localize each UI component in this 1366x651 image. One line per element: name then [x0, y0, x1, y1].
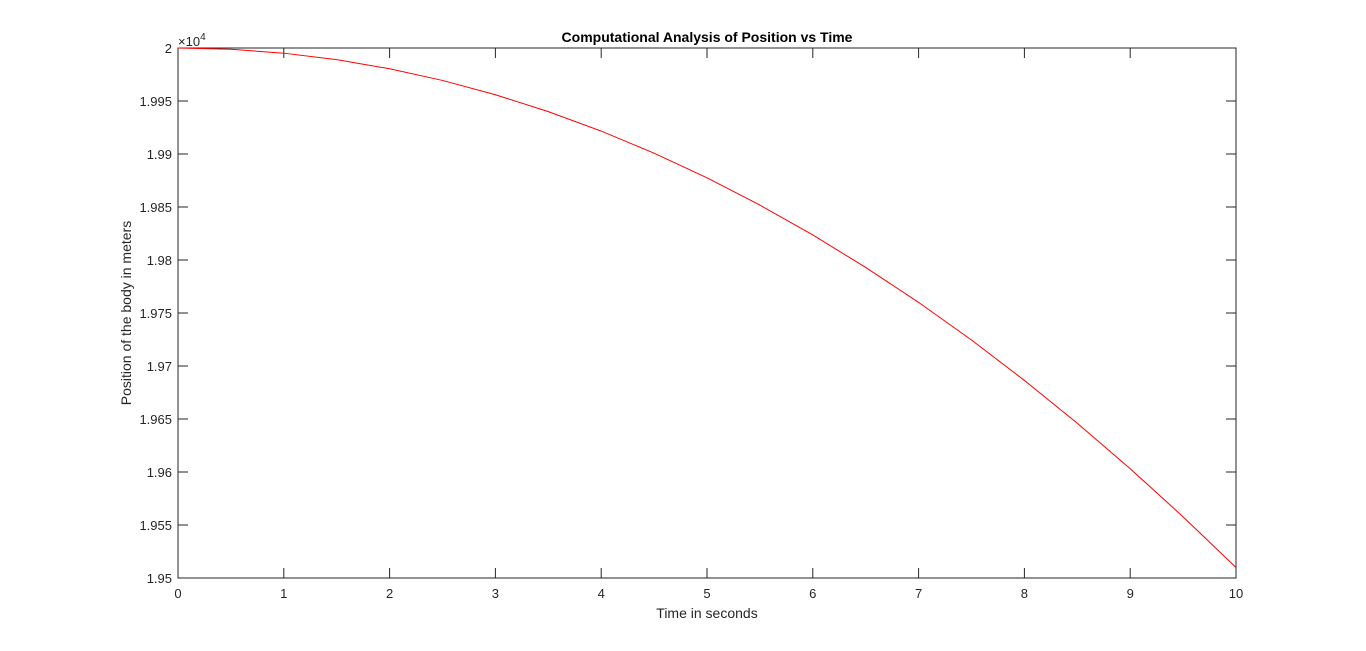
y-axis-exponent-power: 4 — [200, 32, 206, 43]
y-tick-label: 1.955 — [139, 518, 172, 533]
x-axis-ticks: 0 1 2 3 4 5 6 7 8 9 10 — [174, 48, 1243, 601]
y-tick-label: 1.99 — [147, 147, 172, 162]
x-axis-label: Time in seconds — [656, 605, 757, 621]
y-tick-label: 2 — [165, 41, 172, 56]
x-tick-label: 1 — [280, 586, 287, 601]
x-tick-label: 9 — [1127, 586, 1134, 601]
axes-box — [177, 47, 1237, 579]
y-axis-exponent-base: ×10 — [178, 34, 200, 49]
y-tick-label: 1.975 — [139, 306, 172, 321]
x-tick-label: 0 — [174, 586, 181, 601]
x-tick-label: 7 — [915, 586, 922, 601]
x-tick-label: 4 — [598, 586, 605, 601]
y-axis-ticks: 1.95 1.955 1.96 1.965 1.97 1.975 1.98 1.985 1.99… — [139, 41, 1236, 586]
y-tick-label: 1.95 — [147, 571, 172, 586]
series-line — [177, 47, 1237, 568]
y-tick-label: 1.995 — [139, 94, 172, 109]
y-tick-label: 1.96 — [147, 465, 172, 480]
y-axis-label: Position of the body in meters — [118, 221, 134, 405]
series-layer — [177, 47, 1237, 568]
x-tick-label: 10 — [1229, 586, 1243, 601]
y-tick-label: 1.985 — [139, 200, 172, 215]
chart-title: Computational Analysis of Position vs Ti… — [562, 29, 853, 45]
x-tick-label: 6 — [809, 586, 816, 601]
x-tick-label: 8 — [1021, 586, 1028, 601]
plot-area: 0 1 2 3 4 5 6 7 8 9 10 1.95 1.955 1.96 1.965 1.97 1.975… — [139, 41, 1243, 601]
x-tick-label: 5 — [703, 586, 710, 601]
y-tick-label: 1.98 — [147, 253, 172, 268]
x-tick-label: 3 — [492, 586, 499, 601]
y-axis-exponent: ×104 — [178, 32, 206, 49]
y-tick-label: 1.97 — [147, 359, 172, 374]
y-tick-label: 1.965 — [139, 412, 172, 427]
x-tick-label: 2 — [386, 586, 393, 601]
